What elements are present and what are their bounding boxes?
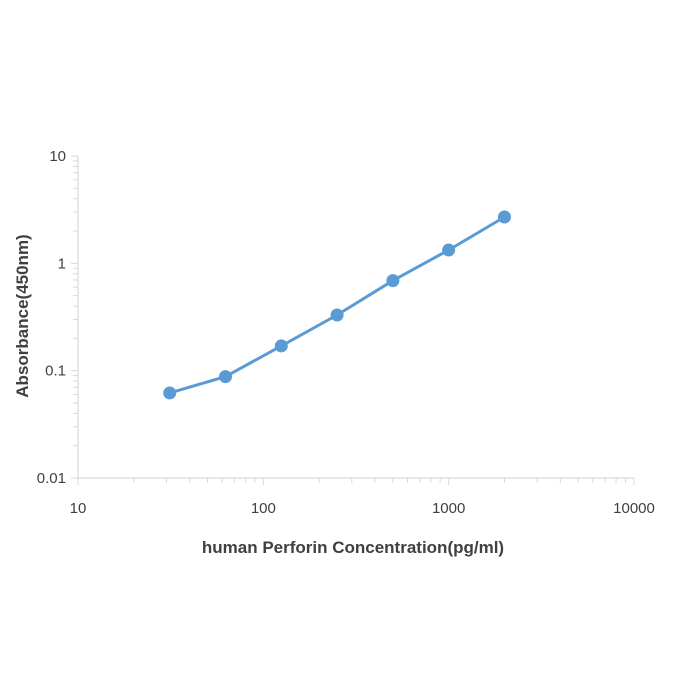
series-line bbox=[168, 215, 506, 395]
y-tick-label: 0.01 bbox=[37, 470, 66, 487]
x-tick-label: 10000 bbox=[613, 500, 655, 517]
y-axis-title: Absorbance(450nm) bbox=[13, 234, 32, 397]
tick-labels: 10 100 1000 10000 0.01 0.1 1 10 bbox=[37, 148, 655, 517]
x-tick-label: 10 bbox=[70, 500, 87, 517]
data-point bbox=[219, 370, 233, 384]
series-group bbox=[163, 210, 511, 400]
x-tick-label: 100 bbox=[251, 500, 276, 517]
data-point bbox=[442, 243, 456, 257]
data-point bbox=[274, 339, 288, 353]
y-tick-label: 1 bbox=[58, 255, 66, 272]
data-point bbox=[386, 274, 400, 288]
x-axis-title: human Perforin Concentration(pg/ml) bbox=[202, 538, 504, 557]
data-point bbox=[497, 210, 511, 224]
data-point bbox=[163, 386, 177, 400]
y-tick-label: 10 bbox=[49, 148, 66, 165]
axes bbox=[77, 156, 634, 479]
y-tick-label: 0.1 bbox=[45, 363, 66, 380]
data-point bbox=[330, 308, 344, 322]
x-tick-label: 1000 bbox=[432, 500, 465, 517]
axis-ticks bbox=[71, 155, 635, 485]
